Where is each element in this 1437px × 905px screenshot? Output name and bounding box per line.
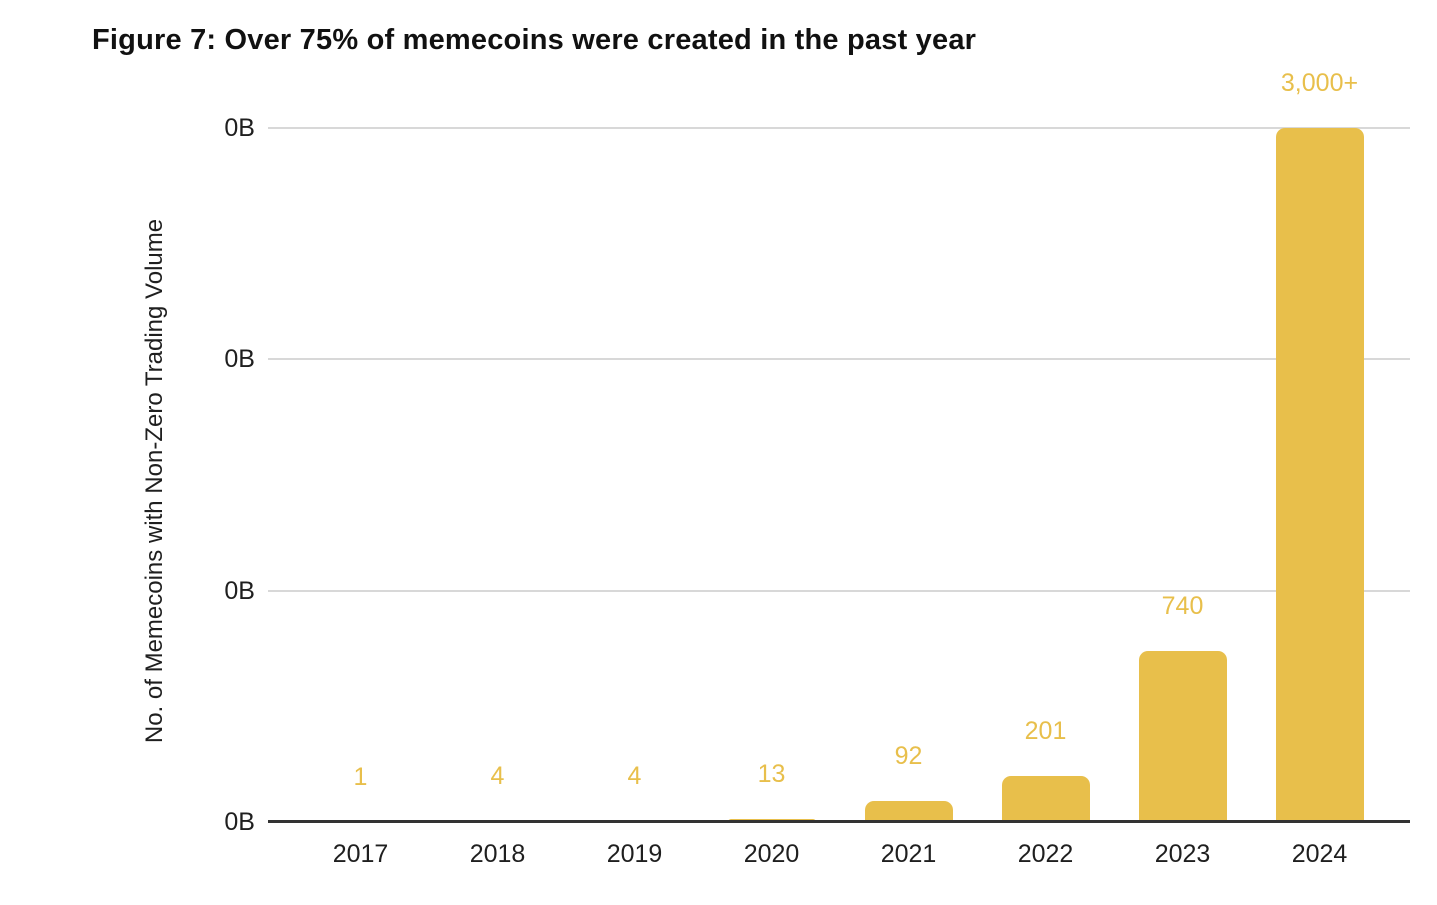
bar-value-label: 92 xyxy=(894,741,923,770)
bar-value-label: 3,000+ xyxy=(1280,69,1359,97)
bar-value-label: 13 xyxy=(757,760,786,788)
bar-value-label: 1 xyxy=(353,762,368,791)
y-tick-label: 0B xyxy=(224,345,255,374)
y-tick-label: 0B xyxy=(224,114,255,142)
gridline xyxy=(268,127,1410,129)
x-tick-label: 2019 xyxy=(606,840,663,868)
bar xyxy=(1138,650,1227,822)
y-tick-label: 0B xyxy=(224,576,255,605)
x-tick-label: 2022 xyxy=(1017,840,1074,868)
bar-value-label: 740 xyxy=(1161,591,1204,620)
bar-chart-plot-area: 0B 0B 0B 0B 1 2017 4 2018 4 2019 13 2020 92 2021 201 20… xyxy=(224,69,1410,868)
bar-value-label: 201 xyxy=(1024,716,1067,745)
x-tick-label: 2017 xyxy=(332,840,389,868)
figure-title: Figure 7: Over 75% of memecoins were cre… xyxy=(92,24,977,56)
bar-value-label: 4 xyxy=(490,762,505,791)
bar xyxy=(1275,128,1364,822)
x-axis-line xyxy=(268,820,1410,823)
x-tick-label: 2020 xyxy=(743,840,800,868)
gridline xyxy=(268,589,1410,592)
x-tick-label: 2023 xyxy=(1154,840,1211,868)
x-tick-label: 2024 xyxy=(1291,840,1348,868)
bar xyxy=(1001,775,1090,822)
x-tick-label: 2021 xyxy=(880,840,937,868)
y-tick-label: 0B xyxy=(224,808,255,836)
bar-value-label: 4 xyxy=(627,762,642,791)
y-axis-title: No. of Memecoins with Non-Zero Trading V… xyxy=(141,218,168,744)
gridline xyxy=(268,358,1410,361)
x-tick-label: 2018 xyxy=(469,840,526,868)
bar xyxy=(864,800,953,822)
